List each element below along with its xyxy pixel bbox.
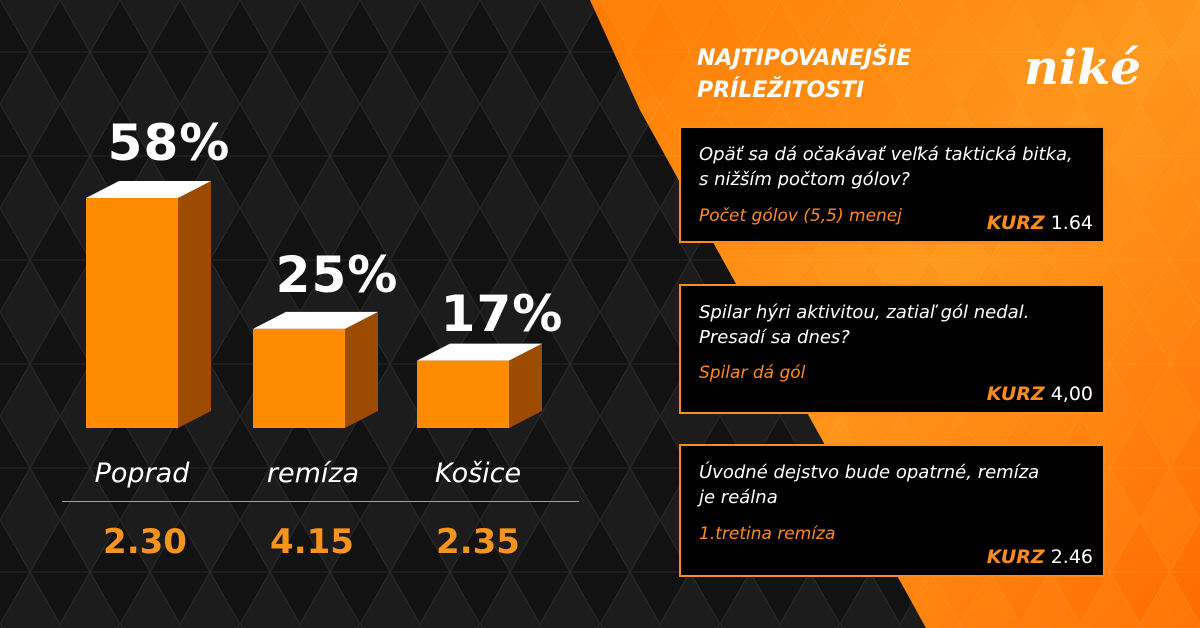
tip-card: Opäť sa dá očakávať veľká taktická bitka… <box>679 126 1105 243</box>
tip-odds: KURZ 4,00 <box>987 385 1093 404</box>
tip-question: Spilar hýri aktivitou, zatiaľ gól nedal.… <box>699 300 1095 350</box>
tip-selection: 1.tretina remíza <box>699 524 836 544</box>
tip-odds: KURZ 2.46 <box>987 548 1093 567</box>
tip-question-line2: s nižším počtom gólov? <box>699 169 910 190</box>
tip-question-line2: je reálna <box>699 487 778 508</box>
bar-kosice <box>417 343 542 428</box>
bar-front <box>86 198 178 428</box>
bar-top <box>86 181 211 198</box>
divider <box>62 501 579 502</box>
category-label-kosice: Košice <box>434 458 522 489</box>
value-label-poprad: 58% <box>107 114 231 172</box>
category-label-remiza: remíza <box>266 458 360 489</box>
tip-card: Úvodné dejstvo bude opatrné, remíza je r… <box>679 444 1105 577</box>
bar-poprad <box>86 181 211 428</box>
bar-side <box>345 311 378 428</box>
tip-selection: Počet gólov (5,5) menej <box>699 206 902 226</box>
kurz-label: KURZ <box>986 546 1045 568</box>
tip-question: Opäť sa dá očakávať veľká taktická bitka… <box>699 142 1095 192</box>
kurz-value: 1.64 <box>1050 212 1093 234</box>
bar-side <box>509 343 542 428</box>
bar-chart <box>86 181 542 428</box>
tip-selection: Spilar dá gól <box>699 363 806 383</box>
tip-question-line1: Úvodné dejstvo bude opatrné, remíza <box>699 462 1040 483</box>
odds-poprad: 2.30 <box>103 522 187 562</box>
category-label-poprad: Poprad <box>94 458 190 489</box>
kurz-value: 2.46 <box>1050 546 1093 568</box>
bar-top <box>253 311 378 329</box>
kurz-label: KURZ <box>986 383 1045 405</box>
tip-question-line2: Presadí sa dnes? <box>699 327 850 348</box>
bar-front <box>417 360 509 428</box>
bar-top <box>417 343 542 361</box>
nike-logo: niké <box>1024 40 1141 96</box>
odds-remiza: 4.15 <box>270 522 354 562</box>
bar-front <box>253 328 345 428</box>
panel-title-line1: NAJTIPOVANEJŠIE <box>697 46 912 71</box>
value-label-kosice: 17% <box>440 285 564 343</box>
kurz-value: 4,00 <box>1050 383 1093 405</box>
tip-question-line1: Opäť sa dá očakávať veľká taktická bitka… <box>699 144 1073 165</box>
bar-side <box>178 181 211 428</box>
tip-question-line1: Spilar hýri aktivitou, zatiaľ gól nedal. <box>699 302 1030 323</box>
panel-title-line2: PRÍLEŽITOSTI <box>697 78 865 103</box>
odds-kosice: 2.35 <box>436 522 520 562</box>
tip-odds: KURZ 1.64 <box>987 214 1093 233</box>
kurz-label: KURZ <box>986 212 1045 234</box>
tip-question: Úvodné dejstvo bude opatrné, remíza je r… <box>699 460 1095 510</box>
value-label-remiza: 25% <box>275 246 399 304</box>
tip-card: Spilar hýri aktivitou, zatiaľ gól nedal.… <box>679 284 1105 414</box>
bar-remiza <box>253 311 378 428</box>
